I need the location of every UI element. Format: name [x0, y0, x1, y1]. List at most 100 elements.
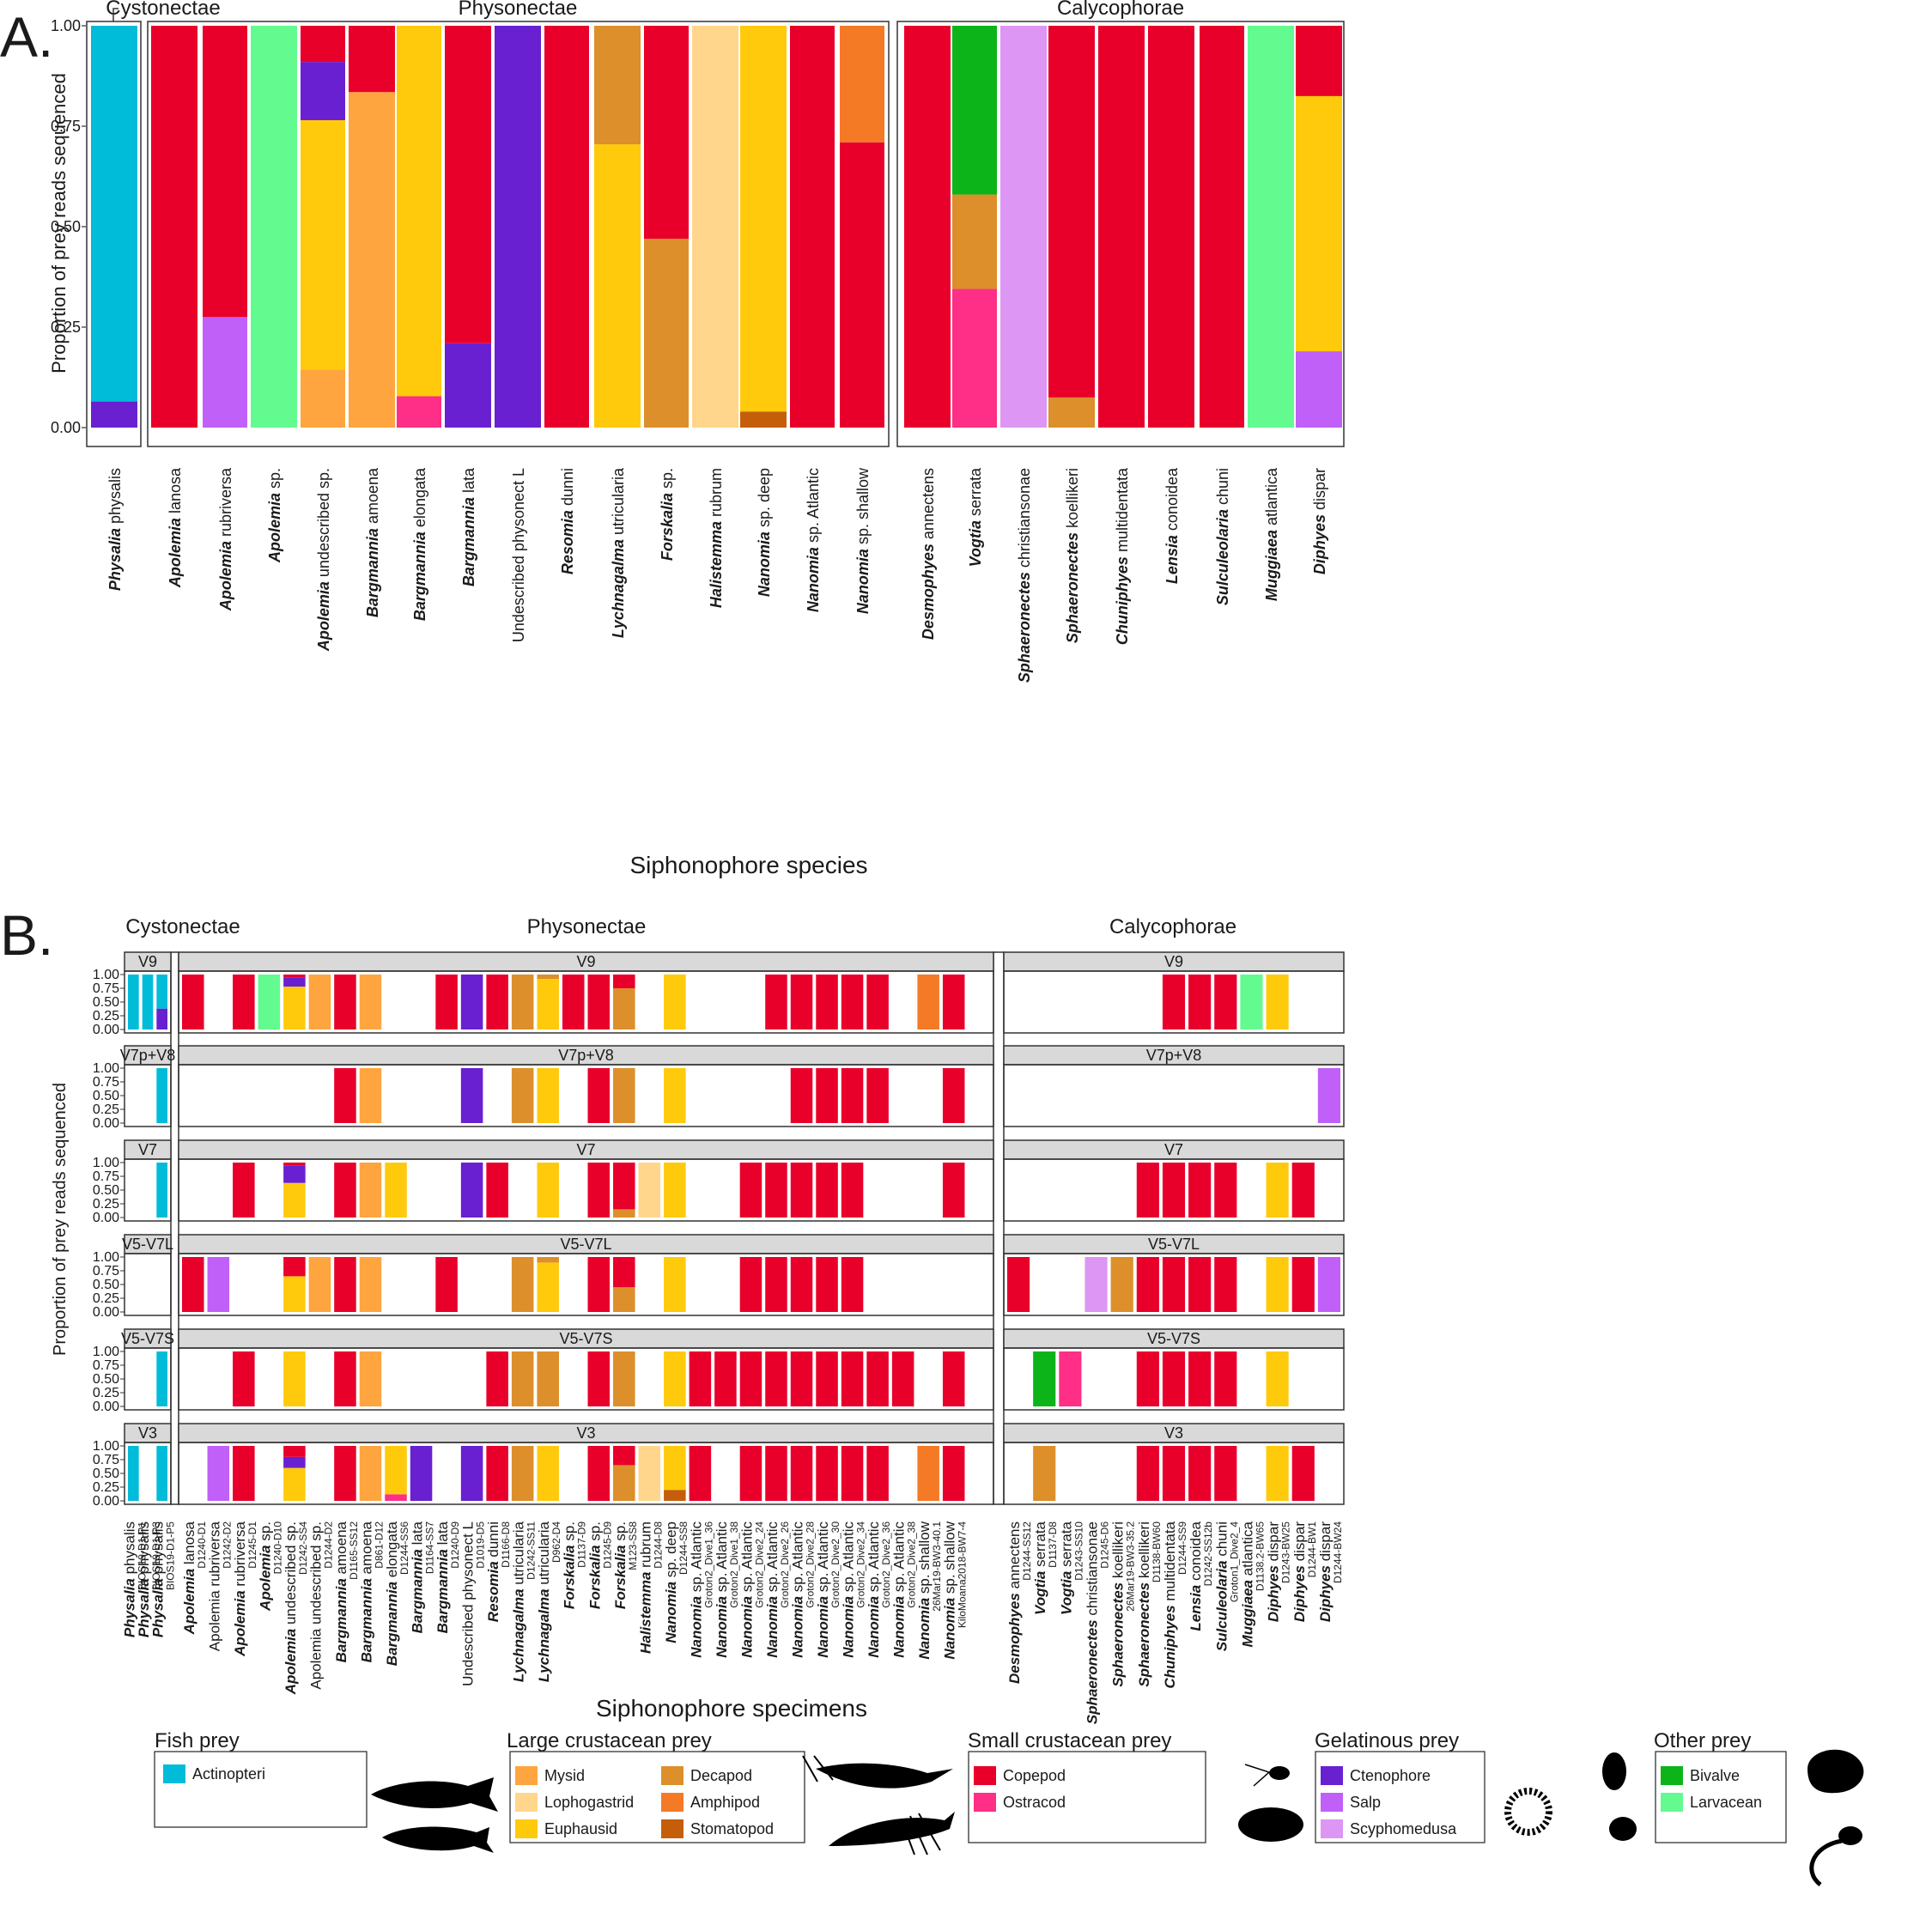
y-tick-label: 0.25 [93, 1480, 119, 1495]
bar-segment-decapod [613, 988, 635, 1029]
specimen-label: Nanomia sp. deep [663, 1521, 679, 1643]
facet-panel-frame [124, 1253, 172, 1316]
specimen-label: Vogtia serrata [1032, 1521, 1048, 1615]
bar-segment-euphausid [385, 1163, 407, 1218]
prey-silhouettes [371, 1749, 1864, 1886]
y-tick-label: 0.50 [93, 1278, 119, 1292]
goby-icon [382, 1826, 494, 1853]
label-epithet: sp. Atlantic [841, 1521, 857, 1596]
bar-segment-mysid [349, 92, 395, 428]
specimen-id: D1244-BW24 [1332, 1521, 1344, 1583]
facet-label-physonectae: Physonectae [527, 915, 647, 938]
bar-segment-copepod [841, 1446, 864, 1501]
y-tick-label: 0.25 [93, 1102, 119, 1117]
specimen-id: BIOS19-D1-P3 [150, 1521, 162, 1590]
panel-a-x-axis-label: Siphonophore species [629, 852, 867, 878]
bar-segment-ctenophore [460, 1068, 483, 1123]
label-epithet: serrata [967, 467, 984, 520]
bar-segment-mysid [359, 1068, 382, 1123]
facet-panel-frame [178, 1158, 994, 1222]
facet-panel-frame [1003, 970, 1345, 1034]
bar-segment-euphausid [1266, 1257, 1289, 1312]
label-genus: Sulculeolaria [1213, 1560, 1230, 1651]
label-genus: Chuniphyes [1162, 1605, 1178, 1688]
bar-segment-copepod [613, 1446, 635, 1466]
bar-segment-copepod [866, 975, 889, 1029]
bar-segment-copepod [765, 1163, 787, 1218]
label-epithet: rubrum [708, 468, 725, 521]
label-epithet: sp. Atlantic [805, 468, 822, 547]
y-tick-label: 0.75 [93, 1358, 119, 1373]
legend-item-label: Mysid [544, 1767, 585, 1784]
bar-segment-euphausid [301, 119, 345, 370]
legend-item-label: Lophogastrid [544, 1794, 634, 1811]
bar-segment-copepod [765, 1351, 787, 1406]
label-epithet: rubriversa [232, 1521, 248, 1590]
label-epithet: sp. Atlantic [790, 1521, 806, 1596]
bar-segment-copepod [816, 1257, 838, 1312]
label-epithet: lata [460, 467, 477, 497]
label-epithet: undescribed sp. [315, 468, 332, 581]
facet-label-calycophorae: Calycophorae [1109, 915, 1236, 938]
label-genus: Physalia [150, 1578, 167, 1637]
decapod-legs-icon [901, 1813, 941, 1855]
bar-segment-copepod [334, 1068, 356, 1123]
label-genus: Apolemia [167, 518, 184, 588]
bar-segment-ctenophore [460, 975, 483, 1029]
label-genus: Lensia [1188, 1585, 1204, 1631]
label-genus: Nanomia [841, 1596, 857, 1658]
label-genus: Forskalia [659, 493, 676, 561]
label-epithet: elongata [384, 1521, 400, 1581]
bar-segment-scyphomedusa [1084, 1257, 1108, 1312]
bar-segment-decapod [613, 1209, 635, 1218]
facet-strip-label: V7p+V8 [558, 1047, 614, 1064]
bar-segment-copepod [1048, 26, 1095, 398]
label-genus: Bargmannia [434, 1549, 451, 1633]
facet-label-calycophorae: Calycophorae [1057, 0, 1184, 20]
label-genus: Nanomia [805, 547, 822, 612]
legend-swatch-larvacean [1661, 1793, 1683, 1812]
bar-segment-larvacean [251, 26, 297, 428]
bar-segment-copepod [841, 1351, 864, 1406]
bar-segment-copepod [866, 1351, 889, 1406]
label-epithet: utricularia [511, 1521, 527, 1588]
specimen-id: D1138.2-BW65 [1254, 1521, 1266, 1591]
specimen-id: D1245-D6 [1099, 1521, 1111, 1569]
bar-segment-copepod [283, 975, 306, 978]
y-tick-label: 0.50 [93, 1183, 119, 1198]
facet-panel-frame [178, 1064, 994, 1127]
bar-segment-euphausid [537, 1163, 559, 1218]
bar-segment-copepod [816, 1446, 838, 1501]
label-genus: Lensia [1163, 535, 1181, 584]
specimen-label: Physalia physalis [136, 1521, 152, 1637]
specimen-id: BIOS19-D1-P5 [165, 1521, 177, 1590]
bar-segment-copepod [689, 1446, 712, 1501]
specimen-id: D1244-SS9 [1176, 1521, 1188, 1575]
bar-segment-copepod [840, 142, 884, 428]
bar-segment-mysid [359, 975, 382, 1029]
bar-segment-mysid [359, 1351, 382, 1406]
label-genus: Vogtia [967, 520, 984, 567]
larvacean-tail-icon [1809, 1838, 1843, 1886]
bar-segment-copepod [841, 1257, 864, 1312]
bar-segment-copepod [816, 1068, 838, 1123]
label-epithet: serrata [1032, 1521, 1048, 1570]
label-genus: Bargmannia [364, 528, 381, 617]
bar-segment-copepod [203, 26, 247, 318]
bar-segment-ctenophore [460, 1446, 483, 1501]
bar-segment-ostracod [397, 396, 441, 428]
label-epithet: sp. [257, 1521, 273, 1545]
bar-segment-copepod [562, 975, 585, 1029]
bar-segment-ctenophore [410, 1446, 433, 1501]
bar-segment-copepod [904, 26, 951, 428]
bar-segment-copepod [1188, 1446, 1212, 1501]
bar-segment-lophogastrid [638, 1446, 661, 1501]
specimen-id: D1244-SS8 [677, 1521, 690, 1575]
bar-segment-copepod [1162, 1257, 1186, 1312]
label-genus: Chuniphyes [1114, 556, 1131, 645]
bar-segment-copepod [1007, 1257, 1030, 1312]
bar-segment-ctenophore [283, 1165, 306, 1183]
facet-label-cystonectae: Cystonectae [125, 915, 240, 938]
bar-segment-euphausid [283, 1182, 306, 1218]
